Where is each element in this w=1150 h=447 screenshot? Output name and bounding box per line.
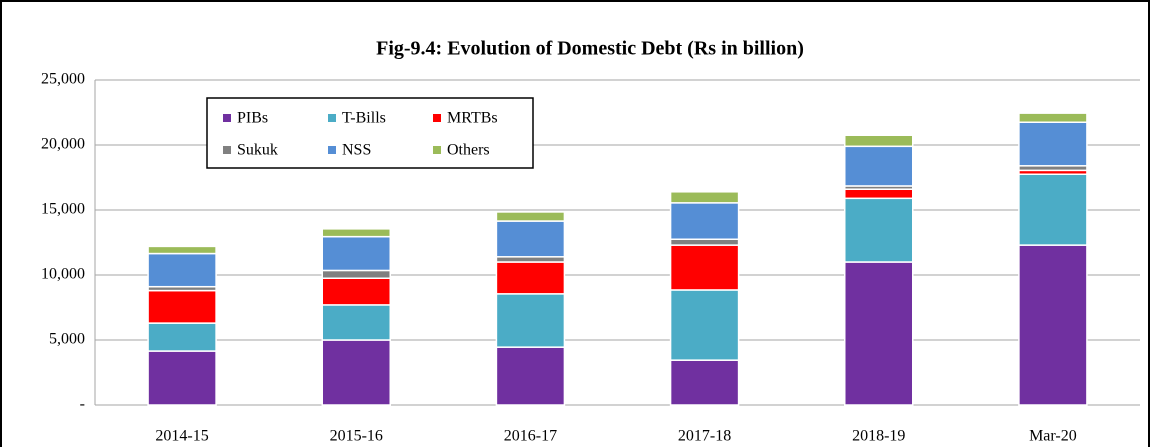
bar-segment [669,244,740,291]
legend-swatch [328,114,336,122]
bar-segment [147,245,217,255]
bar-segment [844,134,914,148]
bar-segment [495,346,566,406]
bar-segment [669,191,740,204]
legend-label: MRTBs [447,110,498,127]
bar-segment [495,261,566,295]
legend-box [206,97,534,169]
legend-label: NSS [342,142,371,159]
y-tick-label: 15,000 [41,201,85,218]
bar-segment [495,256,566,263]
bar-segment [147,289,217,324]
legend-swatch [433,146,441,154]
bar-segment [495,211,566,222]
bar-segment [669,238,740,246]
x-tick-label: 2018-19 [852,428,905,445]
bar-segment [321,304,391,341]
chart-title: Fig-9.4: Evolution of Domestic Debt (Rs … [376,38,804,60]
legend-label: Others [447,142,490,159]
legend-label: T-Bills [342,110,386,127]
y-tick-label: - [80,396,85,413]
bar-segment [844,197,914,263]
x-tick-label: 2014-15 [155,428,208,445]
bar-segment [844,261,914,406]
x-tick-label: 2017-18 [678,428,731,445]
legend-label: Sukuk [237,142,278,159]
bar-segment [1018,244,1088,406]
y-tick-label: 5,000 [49,331,85,348]
bar-segment [321,339,391,406]
legend-swatch [433,114,441,122]
bar-segment [321,277,391,306]
legend-swatch [223,146,231,154]
bar-segment [1018,173,1088,246]
legend-label: PIBs [237,110,268,127]
bar-segment [1018,121,1088,167]
bar-segment [844,188,914,200]
legend-swatch [328,146,336,154]
y-tick-label: 25,000 [41,71,85,88]
bar-segment [669,359,740,406]
bar-segment [147,350,217,406]
bar-segment [147,252,217,288]
bar-segment [147,322,217,352]
y-tick-label: 20,000 [41,136,85,153]
bar-segment [669,202,740,241]
y-tick-label: 10,000 [41,266,85,283]
bar-segment [844,145,914,187]
bar-segment [495,220,566,258]
bar-segment [669,289,740,361]
legend-swatch [223,114,231,122]
bar-segment [495,293,566,348]
bar-segment [321,228,391,238]
bar-segment [321,235,391,272]
bar-segment [1018,112,1088,124]
x-tick-label: Mar-20 [1029,428,1077,445]
bar-segment [321,269,391,280]
x-tick-label: 2015-16 [330,428,383,445]
x-tick-label: 2016-17 [504,428,557,445]
